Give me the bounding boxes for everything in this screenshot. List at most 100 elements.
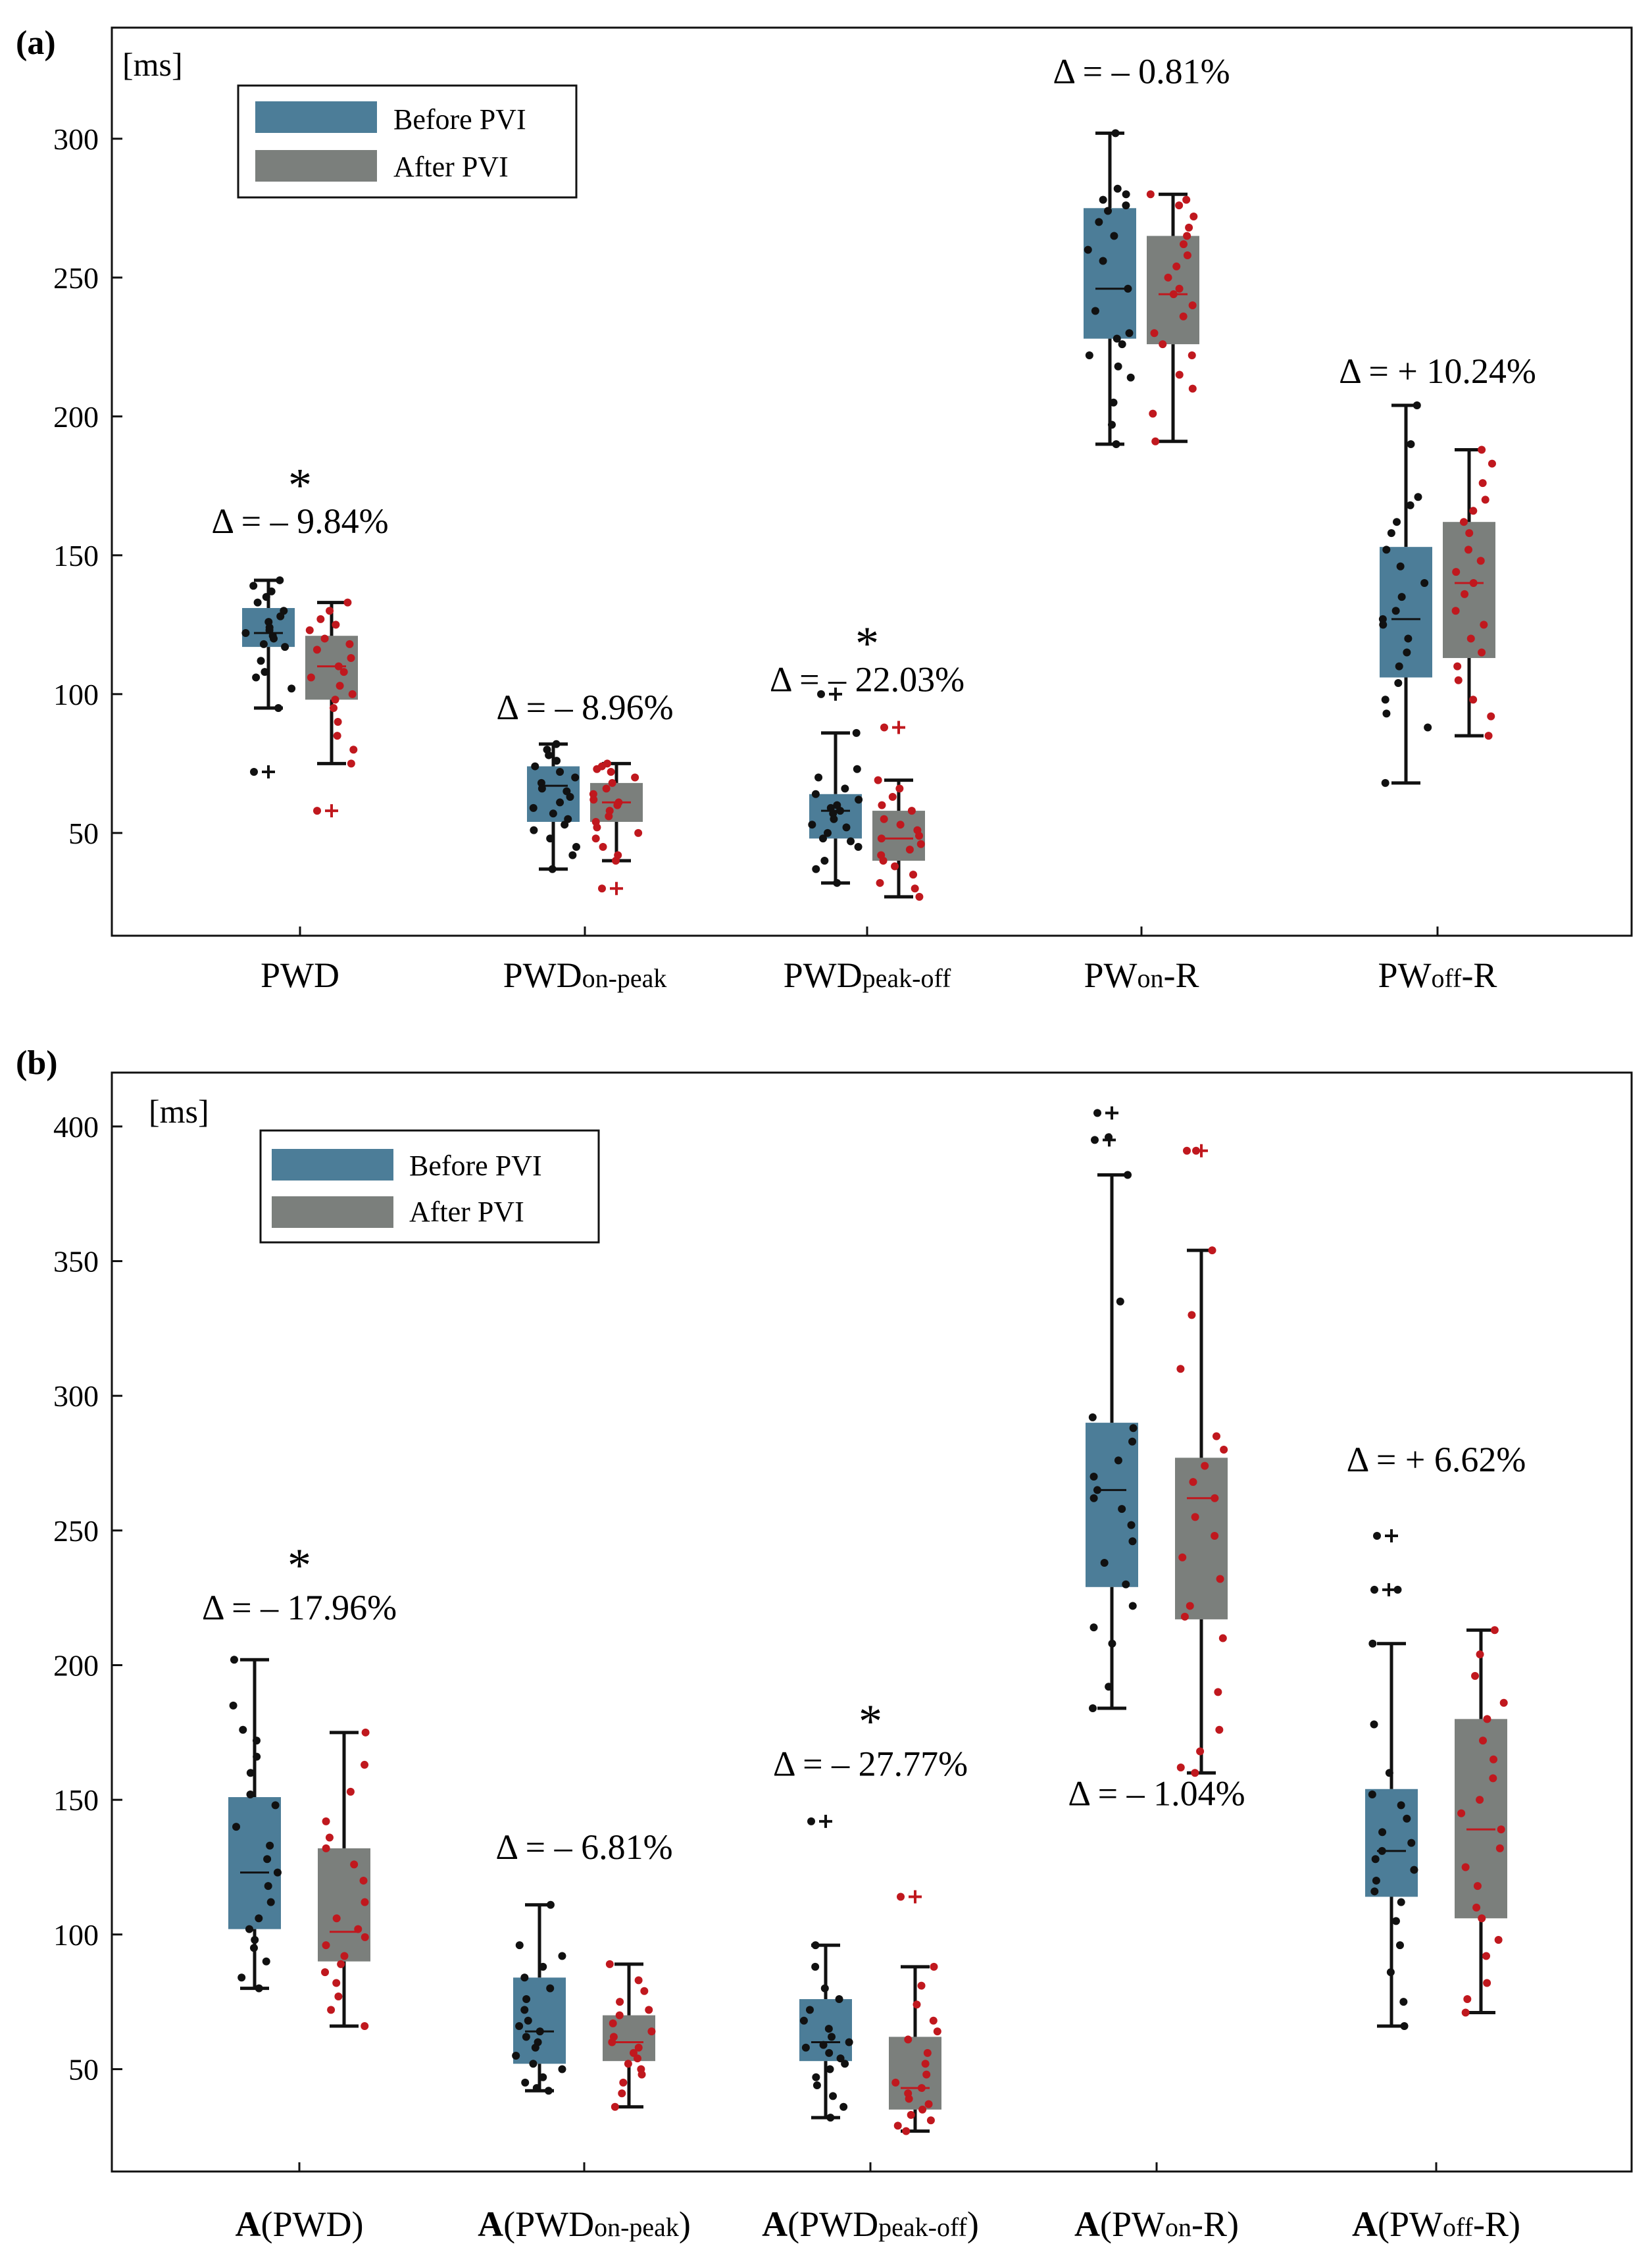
data-point (1479, 1737, 1488, 1745)
box-iqr (1084, 208, 1136, 339)
data-point (1382, 709, 1391, 718)
data-point (556, 768, 564, 776)
data-point (522, 2033, 530, 2041)
data-point (239, 1725, 247, 1734)
data-point (1407, 440, 1415, 449)
box-iqr (1380, 547, 1432, 678)
data-point (270, 634, 278, 643)
data-point (605, 812, 613, 821)
data-point (571, 773, 580, 782)
data-point (593, 765, 601, 773)
data-point (616, 1998, 624, 2006)
data-point (1395, 662, 1403, 671)
data-point (305, 626, 314, 634)
data-point (261, 668, 269, 676)
data-point (1414, 493, 1422, 501)
data-point (253, 598, 262, 607)
data-point (1180, 1612, 1189, 1621)
data-point (313, 646, 321, 654)
data-point (1089, 1704, 1097, 1712)
box-after-5 (1443, 445, 1496, 740)
outlier-mark (1105, 1106, 1118, 1120)
data-point (1182, 195, 1191, 204)
data-point (337, 1960, 345, 1968)
category-sub: on (1165, 2212, 1191, 2242)
data-point (893, 2121, 902, 2130)
data-point (1186, 1602, 1194, 1610)
data-point (1105, 1683, 1113, 1691)
data-point (812, 2073, 820, 2081)
data-point (880, 815, 888, 823)
data-point (1424, 723, 1432, 732)
data-point (361, 1728, 370, 1737)
outlier-mark (610, 882, 623, 896)
data-point (1179, 312, 1188, 320)
data-point (591, 834, 600, 843)
data-point (531, 2043, 539, 2052)
data-point (1218, 1634, 1227, 1642)
data-point (512, 2051, 520, 2060)
data-point (1211, 1532, 1219, 1540)
data-point (276, 612, 285, 621)
category-sub: on (1138, 963, 1164, 993)
data-point (532, 2084, 541, 2093)
data-point (913, 2000, 921, 2009)
category-main: PW (1084, 955, 1138, 995)
panel-b-annotations: Δ = – 17.96%*Δ = – 6.81%Δ = – 27.77%*Δ =… (202, 1440, 1526, 1867)
data-point (905, 846, 914, 854)
data-point (1128, 1602, 1137, 1610)
data-point (1494, 1935, 1503, 1944)
outlier-mark (1103, 1133, 1116, 1147)
data-point (252, 1737, 261, 1745)
data-point (1175, 370, 1184, 379)
data-point (877, 834, 886, 843)
data-point (1114, 1456, 1122, 1465)
data-point (361, 2021, 369, 2030)
delta-label-2: Δ = – 8.96% (496, 688, 673, 727)
data-point (1464, 546, 1472, 554)
data-point (552, 740, 561, 748)
data-point (322, 1817, 330, 1825)
category-main: (PWD (788, 2204, 878, 2244)
delta-label-2: Δ = – 6.81% (495, 1827, 672, 1867)
data-point (558, 1952, 566, 1960)
data-point (361, 1898, 369, 1906)
data-point (1125, 329, 1134, 338)
data-point (1397, 1898, 1405, 1906)
category-label-5: A(PWoff-R) (1352, 2204, 1520, 2244)
data-point (1476, 1796, 1484, 1804)
data-point (347, 653, 355, 662)
data-point (1111, 129, 1120, 138)
panel-a-plot-frame (111, 26, 1633, 937)
data-point (1088, 1413, 1097, 1421)
data-point (1480, 621, 1488, 629)
data-point (1122, 1580, 1130, 1588)
data-point (321, 1968, 330, 1977)
box-before-2 (527, 740, 580, 873)
data-point (1397, 1801, 1405, 1810)
data-point (273, 1868, 282, 1877)
data-point (1382, 546, 1391, 554)
category-suffix: ) (967, 2204, 979, 2244)
box-before-5 (1378, 401, 1432, 787)
data-point (624, 2060, 632, 2068)
data-point (546, 834, 555, 843)
box-before-5 (1365, 1529, 1418, 2030)
outlier-point (807, 1817, 815, 1825)
panel-b-unit-label: [ms] (149, 1093, 209, 1130)
category-suffix: -R (1164, 955, 1199, 995)
data-point (1413, 401, 1421, 409)
data-point (1465, 529, 1474, 538)
data-point (631, 773, 639, 782)
data-point (544, 2087, 553, 2095)
category-label-3: PWDpeak-off (784, 955, 951, 995)
data-point (546, 1900, 555, 1909)
data-point (307, 673, 315, 682)
data-point (589, 790, 597, 798)
data-point (520, 2006, 529, 2014)
category-suffix: -R) (1473, 2204, 1520, 2244)
data-point (1482, 1952, 1491, 1960)
data-point (347, 759, 355, 768)
data-point (229, 1701, 238, 1710)
category-main: PWD (784, 955, 863, 995)
